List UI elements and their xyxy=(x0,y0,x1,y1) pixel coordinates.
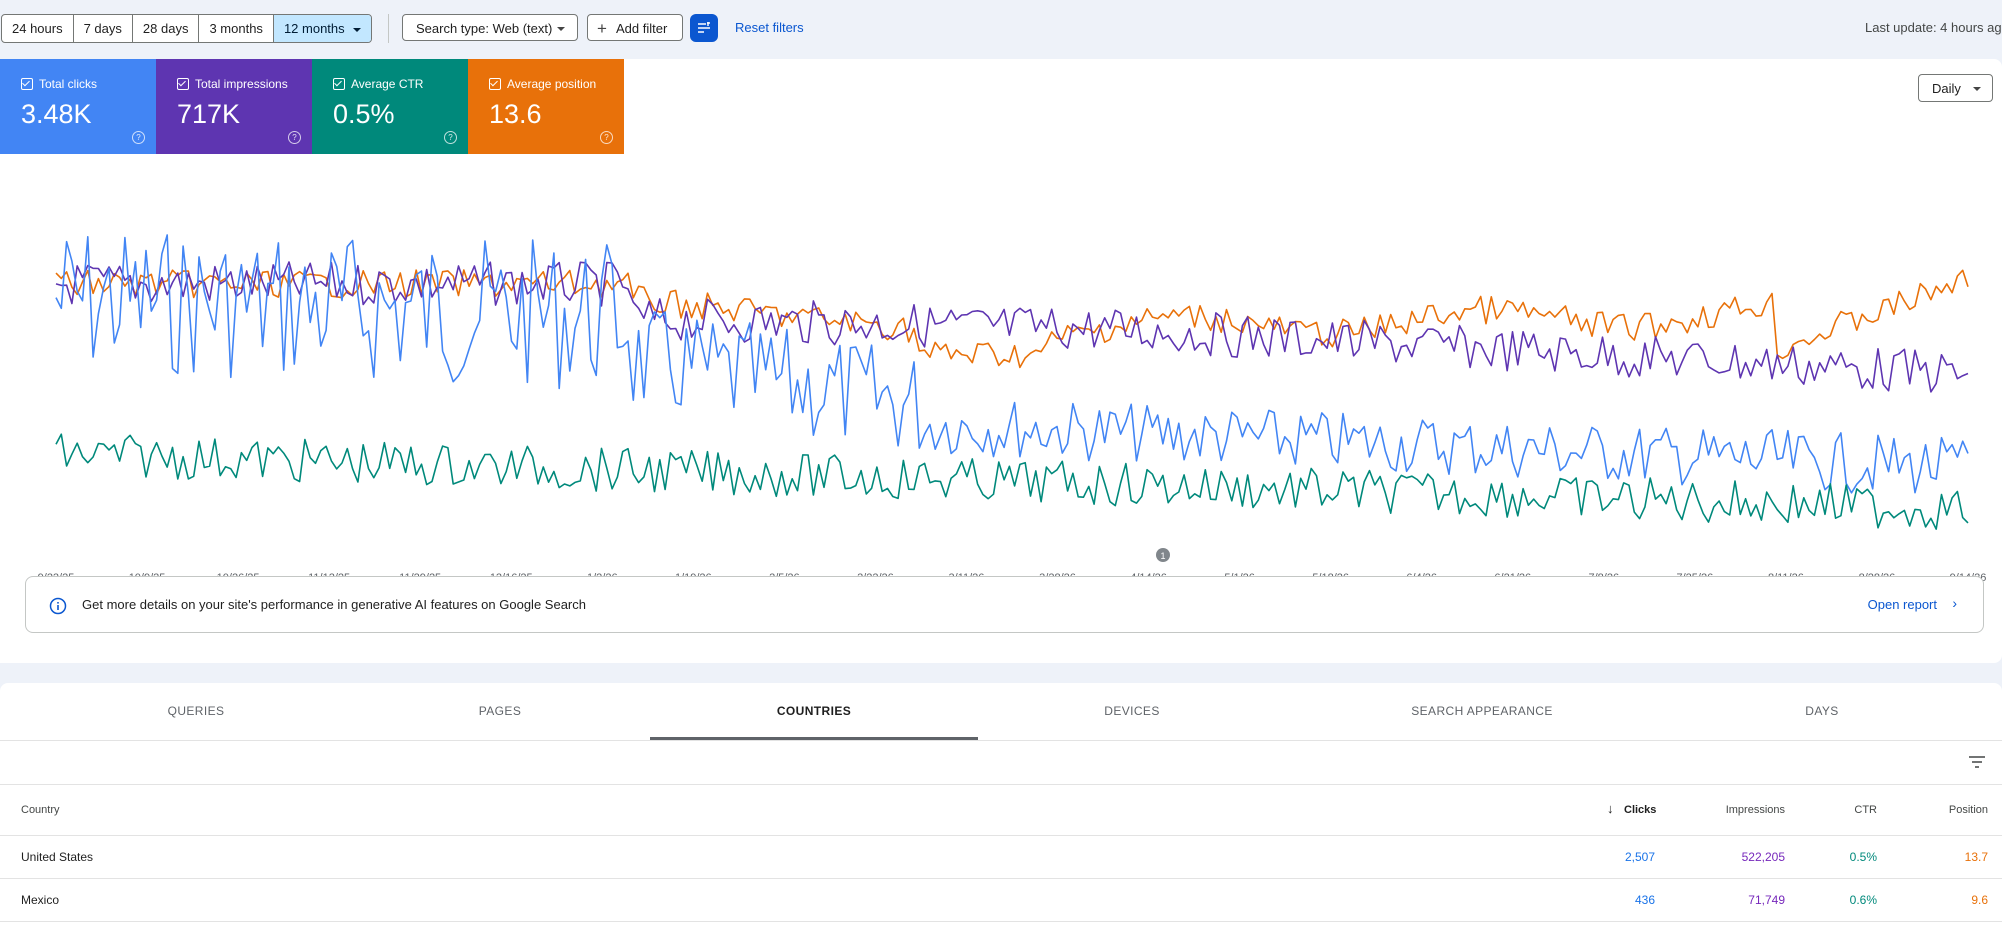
plus-icon: + xyxy=(597,19,607,38)
range-7-days[interactable]: 7 days xyxy=(74,15,133,42)
range-24-hours[interactable]: 24 hours xyxy=(2,15,74,42)
metric-value: 13.6 xyxy=(489,99,542,129)
column-header-clicks[interactable]: Clicks xyxy=(1624,804,1657,816)
table-row[interactable]: United States 2,507 522,205 0.5% 13.7 xyxy=(0,836,2002,879)
help-icon[interactable]: ? xyxy=(132,131,145,144)
range-28-days[interactable]: 28 days xyxy=(133,15,200,42)
metric-label-text: Total impressions xyxy=(195,77,288,91)
range-12-months-label: 12 months xyxy=(283,21,345,36)
column-header-country[interactable]: Country xyxy=(21,804,60,816)
metric-label: Average position xyxy=(489,77,624,91)
granularity-label: Daily xyxy=(1932,81,1961,96)
dimension-panel: QUERIES PAGES COUNTRIES DEVICES SEARCH A… xyxy=(0,683,2002,930)
table-header: Country ↓ Clicks Impressions CTR Positio… xyxy=(0,785,2002,836)
series-line-total-impressions[interactable] xyxy=(55,261,1969,393)
tab-queries[interactable]: QUERIES xyxy=(167,704,225,718)
cell-impressions: 522,205 xyxy=(1741,850,1785,864)
search-type-label: Search type: Web (text) xyxy=(416,21,553,36)
metric-card-average-ctr[interactable]: Average CTR 0.5% ? xyxy=(312,59,468,154)
caret-down-icon xyxy=(352,27,361,32)
add-filter-label: Add filter xyxy=(616,21,668,36)
tab-pages[interactable]: PAGES xyxy=(478,704,522,718)
performance-panel: Total clicks 3.48K ? Total impressions 7… xyxy=(0,59,2002,663)
tab-search-appearance[interactable]: SEARCH APPEARANCE xyxy=(1411,704,1553,718)
annotation-label: 1 xyxy=(1160,551,1165,561)
caret-down-icon xyxy=(1973,87,1981,91)
annotation-marker[interactable] xyxy=(1156,548,1170,562)
ai-features-banner: Get more details on your site's performa… xyxy=(25,576,1984,633)
filter-sliders-icon xyxy=(698,22,710,33)
metric-label: Total clicks xyxy=(21,77,156,91)
checkbox-checked-icon xyxy=(333,78,345,90)
table-toolbar xyxy=(0,741,2002,785)
metric-label-text: Average CTR xyxy=(351,77,424,91)
active-tab-indicator xyxy=(650,737,978,740)
range-12-months[interactable]: 12 months xyxy=(273,15,371,42)
series-line-average-ctr[interactable] xyxy=(55,433,1969,530)
checkbox-checked-icon xyxy=(21,78,33,90)
filter-rows-icon[interactable] xyxy=(1969,756,1985,768)
performance-chart: 9/22/2510/9/2510/26/2511/12/2511/29/2512… xyxy=(38,234,1986,584)
metric-label-text: Total clicks xyxy=(39,77,98,91)
cell-ctr: 0.5% xyxy=(1849,850,1877,864)
series-line-total-clicks[interactable] xyxy=(55,234,1969,494)
info-icon xyxy=(49,597,67,615)
cell-clicks: 436 xyxy=(1634,893,1655,907)
cell-ctr: 0.6% xyxy=(1849,893,1877,907)
metric-label: Total impressions xyxy=(177,77,312,91)
column-header-impressions[interactable]: Impressions xyxy=(1725,804,1785,816)
sort-down-arrow-icon: ↓ xyxy=(1607,801,1614,816)
tab-countries[interactable]: COUNTRIES xyxy=(776,704,852,718)
toolbar: 24 hours 7 days 28 days 3 months 12 mont… xyxy=(0,0,2002,56)
checkbox-checked-icon xyxy=(177,78,189,90)
search-type-filter[interactable]: Search type: Web (text) xyxy=(402,14,578,41)
granularity-dropdown[interactable]: Daily xyxy=(1918,74,1993,102)
series-line-average-position[interactable] xyxy=(55,269,1969,369)
metric-card-total-clicks[interactable]: Total clicks 3.48K ? xyxy=(0,59,156,154)
help-icon[interactable]: ? xyxy=(600,131,613,144)
metric-label: Average CTR xyxy=(333,77,468,91)
chevron-right-icon: › xyxy=(1952,595,1957,611)
metric-value: 717K xyxy=(177,99,241,129)
date-range-selector: 24 hours 7 days 28 days 3 months 12 mont… xyxy=(1,14,372,43)
table-row[interactable]: Mexico 436 71,749 0.6% 9.6 xyxy=(0,879,2002,922)
add-filter-button[interactable]: + Add filter xyxy=(587,14,683,41)
metric-card-total-impressions[interactable]: Total impressions 717K ? xyxy=(156,59,312,154)
banner-text: Get more details on your site's performa… xyxy=(82,597,586,612)
help-icon[interactable]: ? xyxy=(288,131,301,144)
cell-position: 13.7 xyxy=(1964,850,1988,864)
divider xyxy=(388,14,389,43)
filter-settings-button[interactable] xyxy=(690,14,718,42)
dimension-tabs: QUERIES PAGES COUNTRIES DEVICES SEARCH A… xyxy=(0,683,2002,741)
caret-down-icon xyxy=(557,27,565,31)
metric-value: 0.5% xyxy=(333,99,395,129)
cell-clicks: 2,507 xyxy=(1624,850,1655,864)
tab-devices[interactable]: DEVICES xyxy=(1104,704,1160,718)
metric-value: 3.48K xyxy=(21,99,92,129)
column-header-position[interactable]: Position xyxy=(1948,804,1988,816)
checkbox-checked-icon xyxy=(489,78,501,90)
open-report-link[interactable]: Open report xyxy=(1867,597,1937,612)
tab-days[interactable]: DAYS xyxy=(1805,704,1839,718)
range-3-months[interactable]: 3 months xyxy=(199,15,274,42)
cell-country: United States xyxy=(21,850,94,864)
cell-position: 9.6 xyxy=(1971,893,1988,907)
metric-label-text: Average position xyxy=(507,77,597,91)
last-update-text: Last update: 4 hours ago xyxy=(1865,20,2002,35)
help-icon[interactable]: ? xyxy=(444,131,457,144)
column-header-ctr[interactable]: CTR xyxy=(1854,804,1877,816)
metric-card-average-position[interactable]: Average position 13.6 ? xyxy=(468,59,624,154)
cell-impressions: 71,749 xyxy=(1748,893,1785,907)
reset-filters-link[interactable]: Reset filters xyxy=(735,20,804,35)
cell-country: Mexico xyxy=(21,893,60,907)
